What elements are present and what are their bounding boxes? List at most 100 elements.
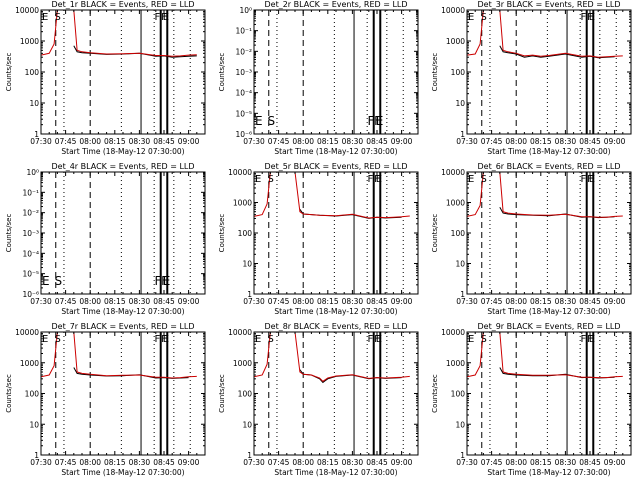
plot-frame [40,9,206,135]
y-axis-label: Counts/sec [5,214,13,253]
y-tick-label: 10 [455,99,465,108]
x-axis-label: Start Time (18-May-12 07:30:00) [274,307,397,316]
panel-title: Det_7r BLACK = Events, RED = LLD [51,322,194,331]
y-tick-label: 10⁻⁵ [22,270,39,279]
y-tick-label: 1 [247,451,252,460]
y-tick-label: 1000 [20,37,39,46]
x-tick-label: 08:30 [555,137,577,146]
y-axis-label: Counts/sec [431,53,439,92]
event-marker-label: E [255,114,263,128]
x-tick-label: 08:45 [579,458,601,467]
y-tick-label: 10000 [441,6,465,15]
y-tick-label: 1000 [446,37,465,46]
y-tick-label: 1 [460,130,465,139]
event-marker-label: S [480,334,486,345]
y-tick-label: 10⁻³ [22,229,39,238]
y-tick-label: 10 [455,420,465,429]
panel-det-4r: Det_4r BLACK = Events, RED = LLD 10⁻⁶ 10⁻⁵… [5,162,206,316]
lld-series-line [467,332,623,379]
y-tick-label: 10⁻⁴ [235,89,252,98]
x-tick-label: 08:30 [555,297,577,306]
x-axis-label: Start Time (18-May-12 07:30:00) [61,468,184,477]
y-tick-label: 10⁰ [239,6,252,15]
x-tick-label: 08:15 [104,297,126,306]
event-marker-label: E [589,334,595,345]
x-tick-label: 07:45 [268,137,290,146]
event-marker-label: E [255,174,261,185]
event-marker-label: F [587,174,593,185]
x-tick-label: 07:45 [481,137,503,146]
y-tick-label: 10⁻² [235,47,252,56]
plot-frame [40,331,206,456]
x-tick-label: 08:15 [317,297,339,306]
x-tick-label: 08:45 [153,297,175,306]
x-tick-label: 07:45 [268,297,290,306]
y-tick-label: 10000 [15,328,39,337]
y-tick-label: 10 [29,99,39,108]
panel-det-2r: Det_2r BLACK = Events, RED = LLD 10⁻⁶ 10⁻⁵… [218,0,419,156]
x-tick-label: 08:45 [579,137,601,146]
x-tick-label: 08:30 [342,458,364,467]
event-marker-label: E [376,114,384,128]
y-tick-label: 10⁻¹ [22,188,39,197]
panel-det-6r: Det_6r BLACK = Events, RED = LLD 1 10 100 10… [431,162,632,316]
x-tick-label: 09:00 [604,458,626,467]
y-tick-label: 100 [451,390,466,399]
events-series-line [499,367,615,379]
x-tick-label: 08:45 [579,297,601,306]
panel-det-8r: Det_8r BLACK = Events, RED = LLD 1 10 100 10… [218,322,419,477]
x-tick-label: 08:45 [366,297,388,306]
y-tick-label: 1 [34,451,39,460]
event-marker-label: F [374,114,381,128]
y-tick-label: 1000 [446,359,465,368]
event-marker-label: E [468,174,474,185]
events-series-line [299,209,402,219]
x-tick-label: 08:00 [292,458,314,467]
x-tick-label: 08:15 [317,137,339,146]
y-axis-label: Counts/sec [5,374,13,413]
x-axis-label: Start Time (18-May-12 07:30:00) [61,147,184,156]
event-marker-label: F [581,334,587,345]
event-marker-label: S [480,12,486,23]
event-marker-label: F [368,174,374,185]
x-tick-label: 08:00 [505,137,527,146]
event-marker-label: E [42,334,48,345]
x-tick-label: 07:30 [243,297,265,306]
x-tick-label: 08:30 [129,297,151,306]
x-tick-label: 09:00 [178,458,200,467]
x-tick-label: 07:30 [456,458,478,467]
y-tick-label: 10⁻¹ [235,27,252,36]
event-marker-label: F [155,274,162,288]
x-tick-label: 08:00 [505,297,527,306]
event-marker-label: F [155,12,161,23]
y-tick-label: 10000 [228,168,252,177]
lld-series-line [467,10,623,58]
x-tick-label: 07:30 [456,137,478,146]
x-tick-label: 07:45 [55,137,77,146]
x-tick-label: 08:00 [79,297,101,306]
y-tick-label: 1000 [233,199,252,208]
x-tick-label: 08:00 [292,297,314,306]
y-tick-label: 10⁻⁶ [22,290,39,299]
lld-series-line [254,332,410,382]
panel-det-1r: Det_1r BLACK = Events, RED = LLD 1 10 100 10… [5,0,206,156]
plot-frame [466,9,632,135]
event-marker-label: F [374,174,380,185]
x-tick-label: 08:45 [153,458,175,467]
x-axis-label: Start Time (18-May-12 07:30:00) [274,468,397,477]
event-marker-label: F [155,334,161,345]
plot-frame [253,9,419,135]
panel-det-3r: Det_3r BLACK = Events, RED = LLD 1 10 100 10… [431,0,632,156]
event-marker-label: S [480,174,486,185]
x-axis-label: Start Time (18-May-12 07:30:00) [487,468,610,477]
x-tick-label: 07:30 [30,137,52,146]
event-marker-label: E [163,274,171,288]
event-marker-label: E [255,334,261,345]
y-tick-label: 100 [25,390,40,399]
event-marker-label: E [163,334,169,345]
x-tick-label: 08:15 [317,458,339,467]
y-tick-label: 100 [238,229,253,238]
y-axis-label: Counts/sec [218,214,226,253]
y-tick-label: 10⁻⁴ [22,249,39,258]
panel-title: Det_1r BLACK = Events, RED = LLD [51,0,194,9]
